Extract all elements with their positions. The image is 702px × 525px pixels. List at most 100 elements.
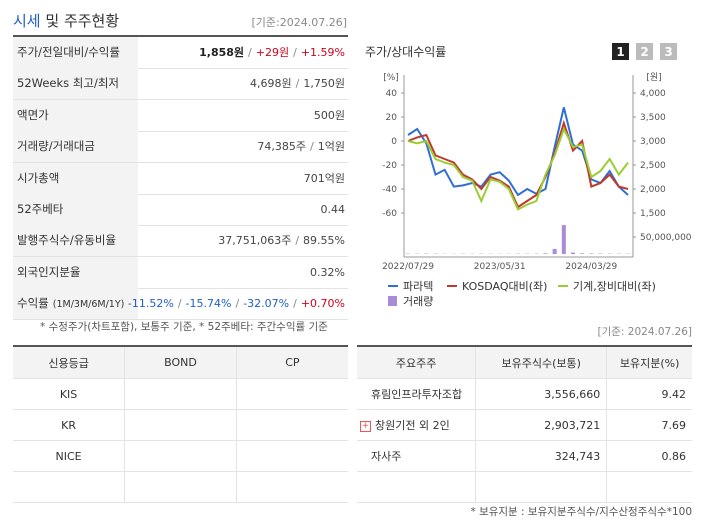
header-cell: BOND [124,346,237,379]
y2-unit: [원] [646,72,661,83]
shareholder-row: 휴림인프라투자조합 3,556,660 9.42 [357,378,692,410]
cp-cell [235,471,348,503]
y-tick-label: 0 [391,137,397,147]
value-part: -11.52% [127,297,174,311]
bond-cell [124,409,237,441]
agency: NICE [13,440,125,472]
separator: / [248,46,252,59]
cp-cell [235,440,348,472]
label-text: 52Weeks 최고/최저 [17,76,119,91]
label-text: 외국인지분율 [17,264,81,279]
x-tick-label: 2022/07/29 [382,262,434,272]
value-part: 89.55% [303,234,345,248]
legend-swatch [388,296,397,306]
value-part: 1억원 [317,140,345,154]
row-value: 1,858원 / +29원 / +1.59% [199,37,345,68]
divider [13,35,348,37]
value-part: +0.70% [300,297,345,311]
button-bg[interactable] [612,43,629,60]
row-label: 수익률 (1M/3M/6M/1Y) [13,288,138,320]
legend-label: KOSDAQ대비(좌) [462,280,547,293]
name-cell: 자사주 [357,440,476,472]
button-bg[interactable] [636,43,653,60]
row-label: 52주베타 [13,194,138,225]
label-text: 시가총액 [17,170,60,185]
legend-label: 기계,장비대비(좌) [573,280,656,293]
expand-icon[interactable]: + [360,420,371,432]
y2-tick-label: 2,000 [640,185,666,195]
legend-label: 파라텍 [403,280,433,293]
footnote: * 보유지분 : 보유지분주식수/지수산정주식수*100 [470,506,692,518]
value-part: 701억원 [303,171,345,185]
separator: / [295,234,300,248]
bond-cell [124,471,237,503]
header-row: 신용등급 BOND CP [13,346,348,379]
separator: / [310,140,314,154]
number-cell [606,471,692,503]
row-value: 500원 [314,100,345,131]
volume-bar [543,253,548,254]
summary-row: 거래량/거래대금 74,385주/1억원 [13,131,348,164]
header-cell: 신용등급 [13,346,125,379]
cp-cell [235,378,348,410]
legend-label: 거래량 [403,295,433,308]
label-text: 수익률 [17,296,49,311]
summary-row: 발행주식수/유동비율 37,751,063주/89.55% [13,225,348,258]
summary-row: 수익률 (1M/3M/6M/1Y) -11.52% / -15.74% / -32.07% /… [13,288,348,321]
row-label: 발행주식수/유동비율 [13,225,138,257]
separator: / [293,297,297,311]
row-value: 701억원 [304,163,345,194]
label-text: 거래량/거래대금 [17,139,95,154]
value-part: +1.59% [300,46,345,59]
value-part: 1,858원 [199,46,245,59]
chart-title: 주가/상대수익률 [365,45,446,59]
separator: / [235,297,240,311]
title-main: 시세 [13,12,41,30]
credit-row: KIS [13,378,348,410]
number-cell [475,471,607,503]
credit-row: NICE [13,440,348,472]
volume-bar [571,252,575,254]
summary-row: 액면가 500원 [13,99,348,132]
y-tick-label: 20 [386,113,398,123]
value-part: 74,385주 [257,140,307,154]
y-tick-label: 40 [386,89,398,99]
row-value: 37,751,063주/89.55% [218,225,345,256]
agency: KIS [13,378,125,410]
shareholder-row: 자사주 324,743 0.86 [357,440,692,472]
volume-bar [552,248,557,254]
note: * 수정주가(차트포함), 보통주 기준, * 52주베타: 주간수익률 기준 [40,321,328,333]
header-cell: CP [235,346,348,379]
number-cell: 9.42 [606,378,692,410]
y2-tick-label: 3,000 [640,137,666,147]
button-label[interactable]: 2 [640,45,648,59]
bond-cell [124,378,237,410]
button-label[interactable]: 1 [616,45,624,59]
separator: / [293,46,297,59]
row-value: 4,698원/1,750원 [250,68,345,99]
number-cell: 7.69 [606,409,692,441]
value-part: 0.32% [310,265,345,279]
cell-text: 휴림인프라투자조합 [371,388,463,401]
y-unit: [%] [383,73,399,83]
row-value: 0.32% [310,257,345,288]
credit-row: KR [13,409,348,441]
button-bg[interactable] [660,43,677,60]
row-value: -11.52% / -15.74% / -32.07% / +0.70% [128,288,345,319]
label-text: 주가/전일대비/수익률 [17,45,120,59]
label-text: 52주베타 [17,202,64,216]
summary-row: 52주베타 0.44 [13,194,348,226]
title-rest: 및 주주현황 [45,12,120,30]
date: [기준:2024.07.26] [251,16,347,29]
button-label[interactable]: 3 [664,45,672,59]
number-cell: 0.86 [606,440,692,472]
number-cell: 3,556,660 [475,378,607,410]
cell-text: 3,556,660 [544,387,601,401]
cp-cell [235,409,348,441]
row-label: 시가총액 [13,162,138,194]
chart: 주가/상대수익률 1 2 3 [%] [원] 40 20 0 -20 -40 -60 4,000 3,50… [365,43,692,308]
name-cell: + 창원기전 외 2인 [357,409,476,441]
bond-cell [124,440,237,472]
volume-tick-label: 50,000,000 [640,233,692,243]
